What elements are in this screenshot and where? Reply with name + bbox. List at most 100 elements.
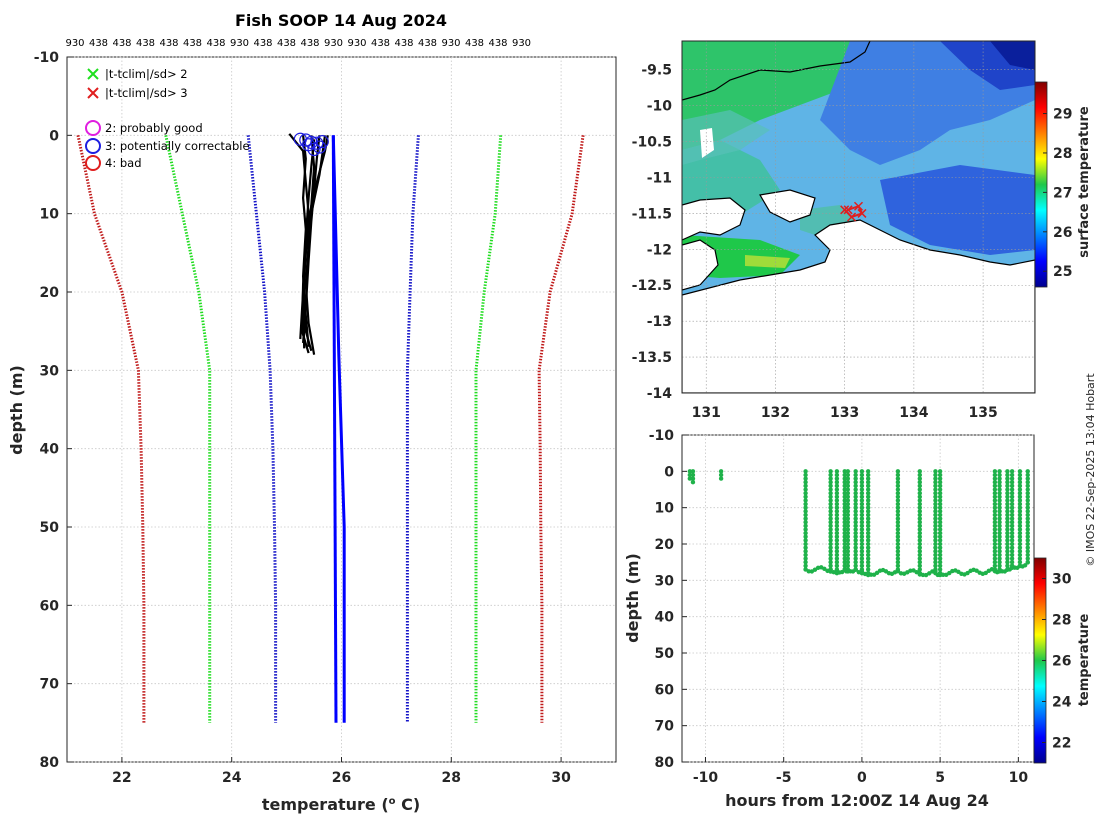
td-cast-point [997, 472, 1002, 478]
td-cast-point [859, 549, 865, 554]
td-cast-point [1025, 559, 1030, 565]
td-cast-point [1017, 516, 1023, 521]
td-cast-point [865, 483, 871, 489]
td-cast-point [917, 490, 922, 496]
td-cast-point [933, 501, 938, 507]
td-cast-point [865, 545, 871, 550]
map-y-tick-label: -9.5 [641, 63, 672, 79]
td-cast-point [895, 567, 901, 572]
td-cast-point [997, 556, 1002, 561]
td-cast-point [1005, 541, 1010, 547]
td-cast-point [1009, 530, 1015, 536]
td-cast-point [803, 487, 808, 492]
td-cast-point [992, 472, 998, 478]
td-cast-point [803, 523, 808, 529]
td-cast-point [1009, 505, 1015, 510]
td-cast-point [1009, 549, 1015, 554]
td-cast-point [997, 563, 1002, 568]
td-cast-point [845, 480, 851, 485]
td-cast-point [1025, 494, 1030, 499]
td-cast-point [992, 530, 998, 536]
td-cast-point [842, 520, 847, 525]
track-marker [847, 212, 857, 222]
td-cast-point [859, 541, 865, 547]
td-cast-point [917, 516, 922, 521]
td-cast-point [1017, 472, 1023, 478]
td-y-tick-label: 0 [664, 464, 674, 480]
td-cast-point [828, 512, 833, 518]
td-cast-point [1017, 520, 1023, 525]
top-label: 438 [112, 38, 131, 49]
y-tick-label: 0 [49, 128, 59, 144]
td-cast-point [803, 556, 808, 561]
td-cast-point [917, 487, 922, 492]
td-cast-point [853, 498, 858, 503]
td-cast-point [1009, 483, 1015, 489]
td-cast-point [933, 549, 938, 554]
td-cast-point [1025, 530, 1030, 536]
td-cast-point [865, 498, 871, 503]
top-label: 438 [300, 38, 319, 49]
td-cast-point [803, 490, 808, 496]
td-cast-point [895, 545, 901, 550]
sst-cool-east [880, 165, 1035, 255]
td-cast-point [937, 494, 943, 499]
td-cast-point [853, 520, 858, 525]
td-cast-point [997, 512, 1002, 518]
td-cast-point [865, 556, 871, 561]
td-cast-point [937, 487, 943, 492]
td-cast-point [853, 530, 858, 536]
top-label: 930 [230, 38, 249, 49]
td-cast-point [1009, 490, 1015, 496]
td-cast-point [992, 567, 998, 572]
td-cast-point [1025, 541, 1030, 547]
td-cast-point [828, 480, 833, 485]
td-cast-point [992, 512, 998, 518]
td-cast-point [1025, 509, 1030, 514]
td-x-tick-label: 10 [1009, 770, 1029, 786]
legend-x-marker [87, 68, 99, 80]
td-cast-point [1025, 534, 1030, 539]
td-cast-point [828, 552, 833, 558]
td-cast-point [1009, 563, 1015, 568]
td-cast-point [842, 490, 847, 496]
td-cast-point [803, 509, 808, 514]
top-label: 930 [347, 38, 366, 49]
td-cast-point [895, 541, 901, 547]
td-cast-point [933, 527, 938, 532]
legend-label: |t-tclim|/sd> 2 [105, 67, 188, 81]
td-cast-point [803, 472, 808, 478]
td-cast-point [865, 512, 871, 518]
legend-x-marker [87, 87, 99, 99]
td-cast-point [865, 530, 871, 536]
td-cast-point [834, 480, 840, 485]
td-cast-point [834, 501, 840, 507]
y-tick-label: 30 [40, 363, 60, 379]
td-cast-point [937, 483, 943, 489]
td-cast-point [865, 505, 871, 510]
td-cast-point [803, 541, 808, 547]
td-cast-point [933, 559, 938, 565]
td-cast-point [997, 516, 1002, 521]
td-cast-point [853, 501, 858, 507]
td-cast-point [865, 534, 871, 539]
td-cast-point [992, 487, 998, 492]
td-cast-point [828, 483, 833, 489]
xbt-profile [301, 135, 329, 349]
td-y-tick-label: 30 [655, 573, 675, 589]
td-cast-point [834, 527, 840, 532]
td-cast-point [1005, 469, 1010, 474]
td-cast-point [845, 556, 851, 561]
td-cast-point [917, 483, 922, 489]
top-label: 438 [488, 38, 507, 49]
td-cast-point [865, 567, 871, 572]
td-cast-point [834, 559, 840, 565]
td-cast-point [937, 480, 943, 485]
td-cast-point [859, 567, 865, 572]
td-bottom-point [822, 566, 827, 572]
td-cast-point [834, 509, 840, 514]
td-cast-point [853, 534, 858, 539]
td-cast-point [917, 534, 922, 539]
td-cast-point [842, 523, 847, 529]
td-cast-point [845, 534, 851, 539]
